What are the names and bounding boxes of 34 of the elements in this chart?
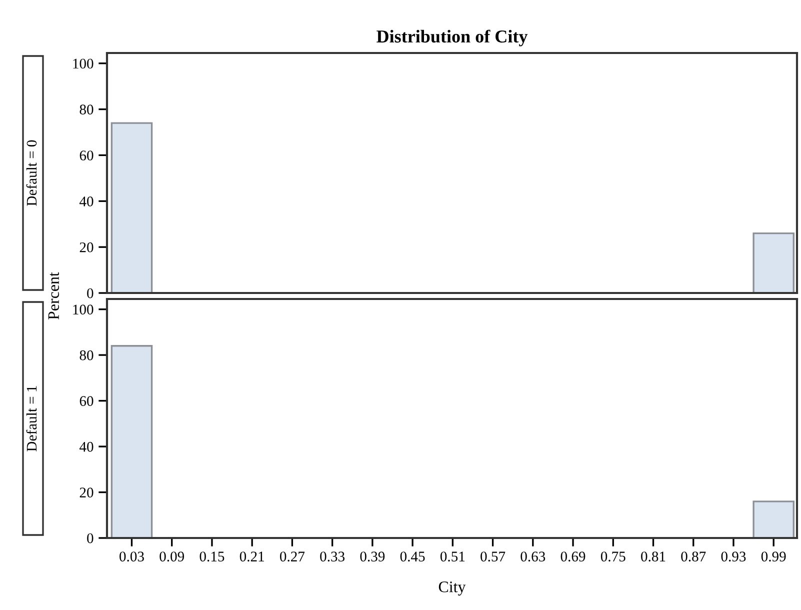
x-tick-label: 0.27 bbox=[280, 552, 305, 562]
x-tick-label: 0.75 bbox=[600, 552, 626, 562]
y-tick-label: 80 bbox=[80, 350, 94, 360]
y-tick-label: 60 bbox=[80, 150, 94, 160]
y-tick-label: 20 bbox=[80, 488, 94, 498]
x-tick-label: 0.33 bbox=[320, 552, 345, 562]
x-tick-label: 0.09 bbox=[160, 552, 184, 562]
x-tick-label: 0.63 bbox=[520, 552, 546, 562]
y-tick-label: 80 bbox=[80, 104, 94, 114]
x-tick-label: 0.15 bbox=[200, 552, 224, 562]
x-axis-title: City bbox=[438, 582, 466, 596]
text: Default = 1 bbox=[26, 386, 37, 452]
x-tick-label: 0.81 bbox=[641, 552, 666, 562]
y-tick-label: 100 bbox=[73, 58, 94, 69]
x-tick-label: 0.03 bbox=[120, 552, 144, 562]
x-tick-label: 0.69 bbox=[560, 552, 586, 562]
text: Default = 0 bbox=[26, 140, 37, 206]
x-tick-label: 0.39 bbox=[360, 552, 385, 562]
y-tick-label: 40 bbox=[80, 196, 94, 206]
y-tick-label: 40 bbox=[80, 442, 94, 452]
x-tick-label: 0.45 bbox=[400, 552, 425, 562]
y-tick-label: 20 bbox=[80, 242, 94, 252]
x-tick-label: 0.93 bbox=[721, 552, 746, 562]
y-tick-label: 0 bbox=[87, 533, 94, 544]
x-tick-label: 0.87 bbox=[681, 552, 706, 562]
y-axis-title: Percent bbox=[48, 272, 59, 320]
x-tick-label: 0.51 bbox=[440, 552, 465, 562]
x-tick-label: 0.57 bbox=[480, 552, 506, 562]
x-tick-label: 0.21 bbox=[240, 552, 264, 562]
y-tick-label: 0 bbox=[87, 288, 94, 298]
x-tick-label: 0.99 bbox=[761, 552, 786, 562]
chart-title: Distribution of City bbox=[376, 30, 528, 46]
y-tick-label: 60 bbox=[80, 396, 94, 406]
y-tick-label: 100 bbox=[73, 304, 94, 314]
